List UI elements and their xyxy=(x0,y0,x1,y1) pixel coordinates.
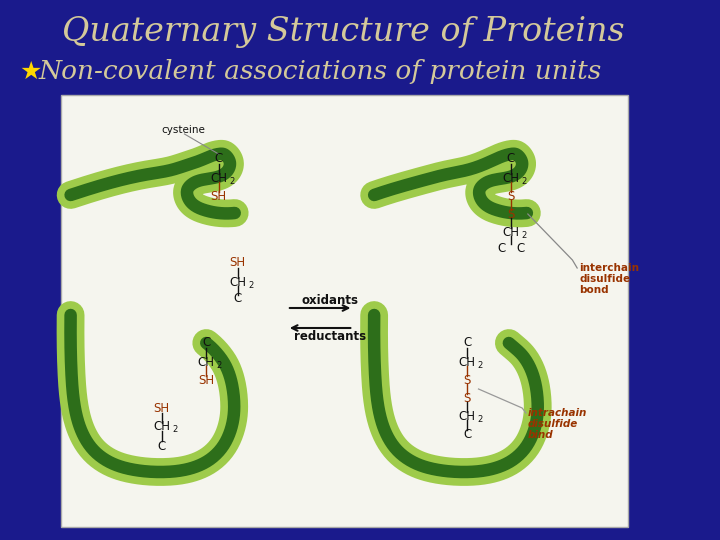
Text: C: C xyxy=(215,152,222,165)
Text: oxidants: oxidants xyxy=(301,294,358,307)
Text: C: C xyxy=(233,293,242,306)
Text: S: S xyxy=(464,392,471,404)
Text: CH: CH xyxy=(210,172,227,185)
Text: disulfide: disulfide xyxy=(528,419,578,429)
Text: bind: bind xyxy=(528,430,554,440)
Text: C: C xyxy=(158,440,166,453)
Text: bond: bond xyxy=(579,285,608,295)
Text: C: C xyxy=(202,336,210,349)
Text: CH: CH xyxy=(459,355,476,368)
Text: reductants: reductants xyxy=(294,330,366,343)
Text: SH: SH xyxy=(230,256,246,269)
Text: interchain: interchain xyxy=(579,263,639,273)
Text: 2: 2 xyxy=(521,177,526,186)
Text: SH: SH xyxy=(210,191,227,204)
Text: C: C xyxy=(516,242,524,255)
Text: cysteine: cysteine xyxy=(162,125,205,135)
Text: CH: CH xyxy=(503,226,519,239)
Text: intrachain: intrachain xyxy=(528,408,588,418)
Text: C: C xyxy=(463,336,472,349)
Text: S: S xyxy=(507,190,515,202)
Bar xyxy=(61,95,629,527)
Text: C: C xyxy=(507,152,515,165)
Text: CH: CH xyxy=(459,409,476,422)
Text: CH: CH xyxy=(153,421,170,434)
Text: 2: 2 xyxy=(172,426,177,435)
Text: SH: SH xyxy=(153,402,170,415)
Text: 2: 2 xyxy=(229,177,234,186)
Text: 2: 2 xyxy=(521,231,526,240)
Text: 2: 2 xyxy=(217,361,222,369)
Text: ★: ★ xyxy=(19,60,42,84)
Text: CH: CH xyxy=(229,275,246,288)
Text: C: C xyxy=(497,242,505,255)
Text: CH: CH xyxy=(503,172,519,185)
Text: S: S xyxy=(507,207,515,220)
Text: SH: SH xyxy=(198,374,215,387)
Text: 2: 2 xyxy=(477,361,483,369)
Text: CH: CH xyxy=(198,355,215,368)
Text: Non-covalent associations of protein units: Non-covalent associations of protein uni… xyxy=(38,59,602,84)
Text: C: C xyxy=(463,428,472,441)
Text: S: S xyxy=(464,374,471,387)
Text: 2: 2 xyxy=(248,280,253,289)
Text: Quaternary Structure of Proteins: Quaternary Structure of Proteins xyxy=(63,16,625,48)
Text: 2: 2 xyxy=(477,415,483,423)
Text: disulfide: disulfide xyxy=(579,274,630,284)
